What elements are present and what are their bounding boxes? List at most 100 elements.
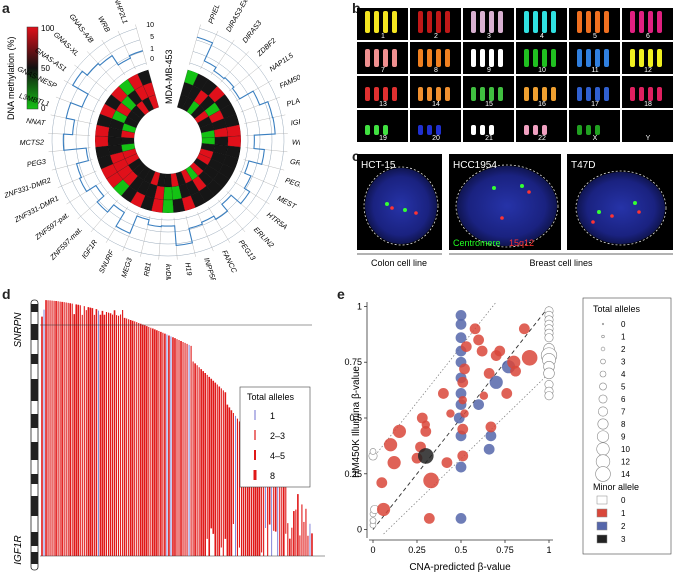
gene-label: PEG3 — [26, 157, 46, 169]
gene-label: GNAS-AS1 — [33, 45, 68, 73]
chromosome-10 — [551, 49, 556, 67]
chromosome-18 — [648, 87, 653, 101]
legend-total-swatch — [600, 358, 606, 365]
scatter-point — [521, 349, 538, 366]
chromosome-2 — [445, 11, 450, 33]
chromosome-4 — [542, 11, 547, 33]
gene-label: NHP2L1 — [112, 0, 130, 25]
chromosome-2 — [418, 11, 423, 33]
chromosome-12 — [648, 49, 653, 67]
chromosome-3 — [480, 11, 485, 33]
chromosome-1 — [383, 11, 388, 33]
fish-images: HCT-15 HCC1954 Centromere 15q12 T47D Col… — [357, 154, 673, 268]
chromosome-16 — [551, 87, 556, 101]
chromosome-X — [586, 125, 591, 135]
chromosome-12 — [630, 49, 635, 67]
scatter-point — [544, 333, 554, 343]
legend-total-label: 7 — [621, 408, 626, 417]
fish-cell-label-hct15: HCT-15 — [361, 160, 396, 171]
scatter-point — [501, 388, 513, 399]
scatter-point — [423, 472, 439, 489]
scatter-point — [387, 456, 401, 470]
scatter-point — [483, 367, 495, 379]
scatter-point — [455, 512, 467, 524]
chromosome-4 — [533, 11, 538, 33]
chromosome-10 — [524, 49, 529, 67]
chromosome-label: Y — [646, 135, 651, 142]
gene-label: ERLIN2 — [252, 225, 276, 249]
chromosome-8 — [427, 49, 432, 67]
chromosome-13 — [365, 87, 370, 101]
chromosome-label: 3 — [487, 33, 491, 40]
chromosome-20 — [418, 125, 423, 135]
scatter-point — [476, 345, 488, 357]
gene-label: PEG13 — [237, 238, 258, 262]
scatter-point — [369, 448, 377, 455]
scatter-point — [455, 332, 467, 344]
fish-cell-hcc1954: HCC1954 Centromere 15q12 — [449, 154, 561, 250]
legend-d-item-1: 1 — [270, 411, 275, 421]
gene-label-snrpn: SNRPN — [13, 312, 24, 348]
chromosome-7 — [392, 49, 397, 67]
x-tick-label: 0.75 — [496, 545, 514, 555]
allele-bars — [41, 300, 313, 556]
y-axis-label: HM450K Illumina β-value — [351, 366, 362, 478]
fish-cell-label-hcc1954: HCC1954 — [453, 160, 497, 171]
legend-total-swatch — [595, 454, 611, 469]
legend-total-label: 10 — [621, 445, 630, 454]
scatter-point — [485, 421, 497, 433]
scatter-point — [423, 512, 435, 524]
chromosome-15 — [480, 87, 485, 101]
chromosome-15 — [498, 87, 503, 101]
legend-d-item-4: 8 — [270, 471, 275, 481]
scatter-point — [457, 423, 469, 435]
chromosome-label: 12 — [644, 67, 652, 74]
scatter-point — [421, 420, 430, 429]
chromosome-17 — [577, 87, 582, 101]
chromosome-5 — [586, 11, 591, 33]
legend-total-label: 4 — [621, 370, 626, 379]
legend-total-swatch — [601, 334, 605, 339]
scatter-point — [544, 391, 554, 401]
legend-minor-label: 0 — [621, 496, 626, 505]
chromosome-label: 20 — [432, 135, 440, 142]
scatter-point — [460, 409, 469, 418]
scatter-plot-area: 00 0.25 0.25 0.5 0.5 0.75 0.75 1 1 — [344, 301, 558, 555]
chromosome-label: 9 — [487, 67, 491, 74]
gene-label: RB1 — [142, 262, 153, 277]
panel-letter-d: d — [2, 286, 11, 302]
radial-tick: 5 — [150, 34, 154, 41]
scatter-point — [459, 363, 470, 375]
y-tick-label: 0 — [357, 525, 362, 535]
scatter-point — [455, 309, 467, 321]
legend-total-label: 3 — [621, 358, 626, 367]
legend-total-label: 2 — [621, 345, 626, 354]
chromosome-label: 10 — [538, 67, 546, 74]
chromosome-14 — [427, 87, 432, 101]
chromosome-2 — [427, 11, 432, 33]
chromosome-5 — [577, 11, 582, 33]
chromosome-1 — [365, 11, 370, 33]
legend-total-label: 9 — [621, 433, 626, 442]
chromosome-label: 14 — [432, 101, 440, 108]
colorbar-tick-50: 50 — [41, 64, 50, 73]
gene-label: IGF1R — [80, 238, 100, 260]
scatter-point — [457, 450, 469, 462]
legend-minor-label: 3 — [621, 535, 626, 544]
colorbar-label: DNA methylation (%) — [6, 36, 16, 120]
fish-cell-hct15: HCT-15 — [357, 154, 442, 250]
chromosome-13 — [383, 87, 388, 101]
chromosome-4 — [551, 11, 556, 33]
chromosome-15 — [471, 87, 476, 101]
chromosome-11 — [595, 49, 600, 67]
y-tick-label: 0.75 — [344, 357, 362, 367]
radial-tick: 0 — [150, 56, 154, 63]
legend-total-title: Total alleles — [593, 304, 641, 314]
legend-d-item-2: 2–3 — [270, 431, 285, 441]
chromosome-label: 21 — [485, 135, 493, 142]
scatter-point — [458, 395, 467, 405]
scatter-point — [489, 375, 503, 389]
chromosome-21 — [489, 125, 494, 135]
legend-total-swatch — [599, 382, 607, 391]
gene-label: FANCC — [220, 249, 239, 275]
